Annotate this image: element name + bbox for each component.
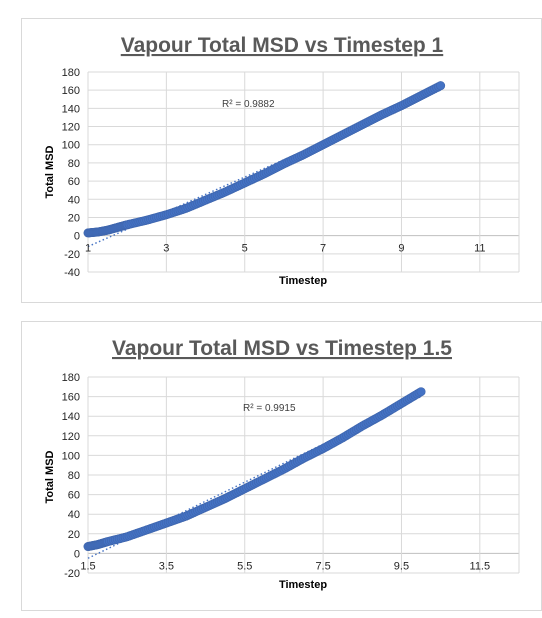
y-tick-labels: -20 0 20 40 60 80 100 120 140 160 180	[62, 372, 80, 580]
x-tick-label: 1	[85, 243, 91, 255]
x-tick-labels: 1.5 3.5 5.5 7.5 9.5 11.5	[80, 560, 490, 572]
chart-title: Vapour Total MSD vs Timestep 1	[121, 34, 444, 57]
r-squared-label: R² = 0.9915	[243, 403, 296, 414]
y-tick-label: 60	[68, 490, 80, 502]
y-tick-label: 180	[62, 67, 80, 79]
chart-1-svg: Vapour Total MSD vs Timestep 1 -40 -20 0 20…	[44, 34, 520, 287]
y-tick-label: 0	[74, 231, 80, 243]
x-tick-label: 1.5	[80, 560, 95, 572]
x-tick-label: 9	[398, 243, 404, 255]
data-points	[83, 81, 446, 238]
y-tick-label: 60	[68, 176, 80, 188]
grid-lines	[87, 376, 520, 574]
data-point	[436, 81, 446, 91]
x-tick-label: 11	[474, 243, 485, 255]
y-tick-label: 140	[62, 411, 80, 423]
x-tick-label: 7	[320, 243, 326, 255]
y-tick-label: -20	[64, 249, 80, 261]
y-tick-label: 80	[68, 470, 80, 482]
chart-2-svg: Vapour Total MSD vs Timestep 1.5 -20 0 20 4…	[44, 337, 520, 591]
x-tick-label: 3	[163, 243, 169, 255]
y-tick-label: 20	[68, 212, 80, 224]
y-tick-label: 140	[62, 103, 80, 115]
x-tick-label: 7.5	[315, 560, 330, 572]
x-tick-label: 11.5	[470, 560, 491, 572]
chart-timestep-1-5: Vapour Total MSD vs Timestep 1.5 -20 0 20 4…	[21, 321, 542, 611]
x-axis-label: Timestep	[279, 275, 327, 287]
grid-lines	[87, 71, 520, 273]
x-tick-labels: 1 3 5 7 9 11	[85, 243, 486, 255]
y-tick-label: 160	[62, 85, 80, 97]
x-tick-label: 5.5	[237, 560, 252, 572]
x-tick-label: 3.5	[159, 560, 174, 572]
y-tick-label: 100	[62, 450, 80, 462]
y-tick-label: -20	[64, 568, 80, 580]
y-tick-labels: -40 -20 0 20 40 60 80 100 120 140 160 180	[62, 67, 80, 279]
chart-timestep-1: Vapour Total MSD vs Timestep 1 -40 -20 0 20…	[21, 18, 542, 303]
y-tick-label: -40	[64, 267, 80, 279]
x-tick-label: 9.5	[394, 560, 409, 572]
y-tick-label: 100	[62, 140, 80, 152]
y-tick-label: 40	[68, 194, 80, 206]
r-squared-label: R² = 0.9882	[222, 99, 275, 110]
y-tick-label: 0	[74, 548, 80, 560]
y-tick-label: 20	[68, 529, 80, 541]
y-tick-label: 160	[62, 392, 80, 404]
y-tick-label: 120	[62, 431, 80, 443]
x-axis-label: Timestep	[279, 579, 327, 591]
data-point	[416, 387, 426, 397]
y-tick-label: 40	[68, 509, 80, 521]
y-tick-label: 120	[62, 122, 80, 134]
y-axis-label: Total MSD	[44, 450, 56, 503]
y-tick-label: 180	[62, 372, 80, 384]
chart-title: Vapour Total MSD vs Timestep 1.5	[112, 337, 452, 360]
y-axis-label: Total MSD	[44, 145, 56, 198]
y-tick-label: 80	[68, 158, 80, 170]
data-points	[83, 387, 426, 552]
x-tick-label: 5	[242, 243, 248, 255]
